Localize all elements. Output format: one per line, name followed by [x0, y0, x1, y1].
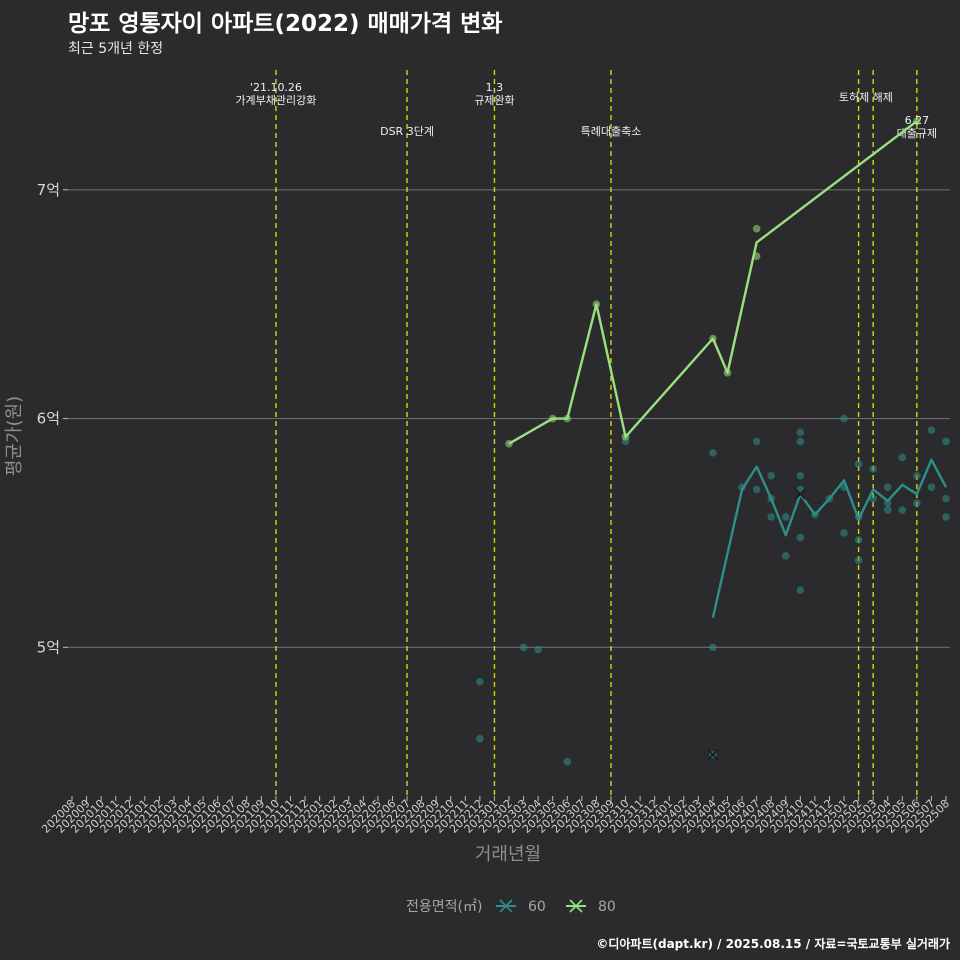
- event-label: 가계부채관리강화: [235, 94, 316, 107]
- data-point-60: [883, 499, 892, 508]
- data-point-60: [781, 513, 790, 521]
- data-point-60: [476, 735, 484, 743]
- event-label: 토허제 해제: [839, 90, 893, 104]
- data-point-60: [840, 414, 848, 423]
- y-tick-label: 7억: [37, 181, 60, 199]
- data-point-60: [767, 513, 775, 521]
- data-point-60: [913, 499, 921, 508]
- data-point-60: [781, 552, 790, 560]
- event-label: '21.10.26: [250, 81, 302, 94]
- event-label: 규제완화: [474, 94, 514, 107]
- data-point-60: [883, 506, 892, 514]
- data-point-60: [869, 494, 877, 503]
- data-point-60: [767, 471, 775, 480]
- data-point-60: [752, 437, 761, 446]
- legend-label-60: 60: [528, 899, 546, 915]
- legend-key-cross: [569, 899, 583, 913]
- data-point-60: [942, 494, 950, 503]
- data-point-60: [927, 426, 936, 434]
- data-point-60: [476, 677, 484, 686]
- chart-title: 망포 영통자이 아파트(2022) 매매가격 변화: [68, 11, 503, 37]
- series-line-80: [508, 120, 918, 445]
- data-point-60: [869, 465, 877, 473]
- series-marks: [476, 117, 950, 766]
- data-point-60: [796, 471, 805, 480]
- data-point-60: [854, 460, 863, 469]
- event-label: 특례대출축소: [581, 125, 642, 138]
- data-point-60: [796, 533, 805, 542]
- data-point-60: [898, 506, 907, 514]
- data-point-60: [942, 513, 950, 521]
- cross-marker: [794, 488, 806, 500]
- data-point-60: [796, 428, 805, 437]
- x-axis-title: 거래년월: [475, 844, 541, 865]
- data-point-80: [752, 224, 761, 233]
- data-point-60: [709, 449, 717, 457]
- legend-key-cross: [499, 899, 513, 913]
- data-point-60: [942, 437, 950, 446]
- data-point-60: [519, 643, 528, 652]
- data-point-60: [796, 437, 805, 446]
- chart-subtitle: 최근 5개년 한정: [68, 41, 164, 57]
- cross-marker: [707, 749, 719, 761]
- source-caption: ©디아파트(dapt.kr) / 2025.08.15 / 자료=국토교통부 실…: [596, 937, 950, 951]
- data-point-60: [898, 453, 907, 462]
- data-point-60: [534, 645, 542, 654]
- data-point-60: [796, 586, 805, 594]
- data-point-60: [563, 757, 572, 766]
- data-point-60: [854, 556, 863, 565]
- legend: 전용면적(㎡) 60 80: [406, 899, 616, 915]
- series-line-60: [711, 458, 948, 618]
- data-point-60: [883, 483, 892, 491]
- y-axis: 5억 6억 7억: [37, 181, 68, 656]
- x-axis: 2020082020092020102020112020122021012021…: [39, 796, 952, 836]
- y-tick-label: 6억: [37, 410, 60, 428]
- data-point-60: [927, 483, 936, 491]
- legend-label-80: 80: [598, 899, 616, 915]
- y-tick-label: 5억: [37, 638, 60, 656]
- y-axis-title: 평균가(원): [4, 396, 25, 476]
- grid-lines: [68, 189, 950, 648]
- event-label: 1.3: [486, 81, 504, 94]
- event-label: DSR 3단계: [380, 125, 434, 138]
- data-point-60: [840, 529, 848, 537]
- legend-title: 전용면적(㎡): [406, 899, 482, 915]
- data-point-60: [752, 485, 761, 494]
- event-label: 대출규제: [897, 127, 937, 140]
- data-point-60: [709, 643, 717, 652]
- data-point-60: [913, 471, 921, 480]
- data-point-60: [854, 536, 863, 544]
